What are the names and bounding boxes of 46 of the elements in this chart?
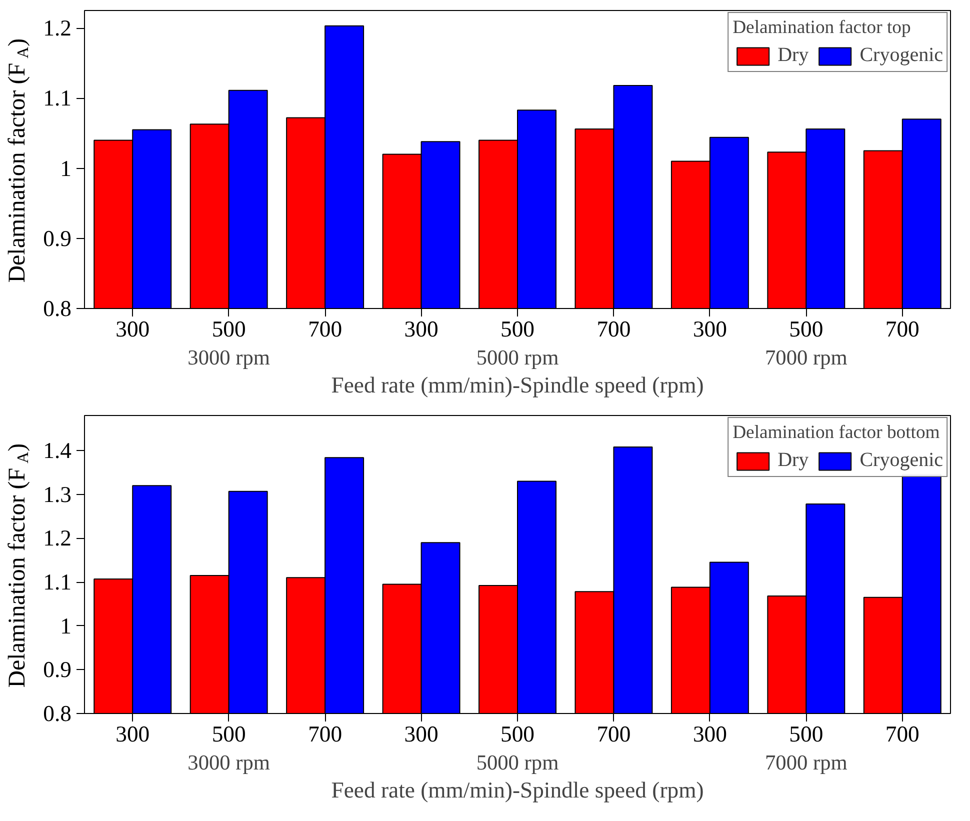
text: 5000 rpm: [476, 346, 560, 370]
y-tick-label: 1: [60, 613, 72, 638]
x-tick-label: 700: [596, 722, 631, 746]
x-axis-title: Feed rate (mm/min)-Spindle speed (rpm): [331, 778, 704, 802]
y-tick-label: 0.9: [43, 657, 72, 682]
x-tick-label: 700: [885, 722, 920, 746]
x-tick-label: 500: [789, 316, 824, 342]
x-tick-label: 500: [212, 722, 246, 746]
y-tick-label: 0.8: [43, 296, 72, 321]
y-tick-label: 1.3: [43, 482, 72, 507]
y-axis-title: Delamination factor (FA): [4, 443, 32, 688]
y-tick-label: 0.9: [43, 226, 72, 251]
y-tick-label: 1.2: [43, 526, 72, 551]
x-tick-label: 300: [692, 722, 727, 746]
x-tick-label: 700: [308, 316, 342, 342]
x-axis-title: Feed rate (mm/min)-Spindle speed (rpm): [331, 372, 704, 398]
x-tick-label: 700: [885, 316, 920, 342]
legend-title: Delamination factor bottom: [732, 422, 941, 444]
text: 5000 rpm: [476, 750, 560, 774]
x-tick-label: 300: [692, 316, 727, 342]
y-tick-label: 0.8: [43, 701, 72, 726]
x-tick-label: 500: [500, 316, 534, 342]
legend-label: Cryogenic: [860, 44, 943, 67]
y-tick-label: 1.1: [43, 570, 72, 595]
x-tick-label: 500: [500, 722, 534, 746]
y-tick-label: 1: [60, 156, 72, 181]
x-tick-label: 700: [308, 722, 342, 746]
legend-label: Dry: [778, 449, 809, 472]
y-tick-label: 1.1: [43, 86, 72, 111]
legend-label: Dry: [778, 44, 809, 67]
x-tick-label: 300: [404, 722, 438, 746]
x-tick-label: 300: [116, 722, 150, 746]
text: 7000 rpm: [764, 346, 848, 370]
text: 7000 rpm: [764, 750, 848, 774]
x-tick-label: 500: [789, 722, 824, 746]
legend-title: Delamination factor top: [732, 17, 912, 39]
y-axis-title: Delamination factor (FA): [4, 38, 32, 283]
x-tick-label: 500: [212, 316, 246, 342]
legend-label: Cryogenic: [860, 449, 943, 472]
x-tick-label: 700: [596, 316, 631, 342]
y-tick-label: 1.4: [43, 438, 72, 464]
x-tick-label: 300: [116, 316, 150, 342]
text: 3000 rpm: [188, 750, 270, 774]
x-tick-label: 300: [404, 316, 438, 342]
text: 3000 rpm: [188, 346, 270, 370]
y-tick-label: 1.2: [43, 16, 72, 41]
